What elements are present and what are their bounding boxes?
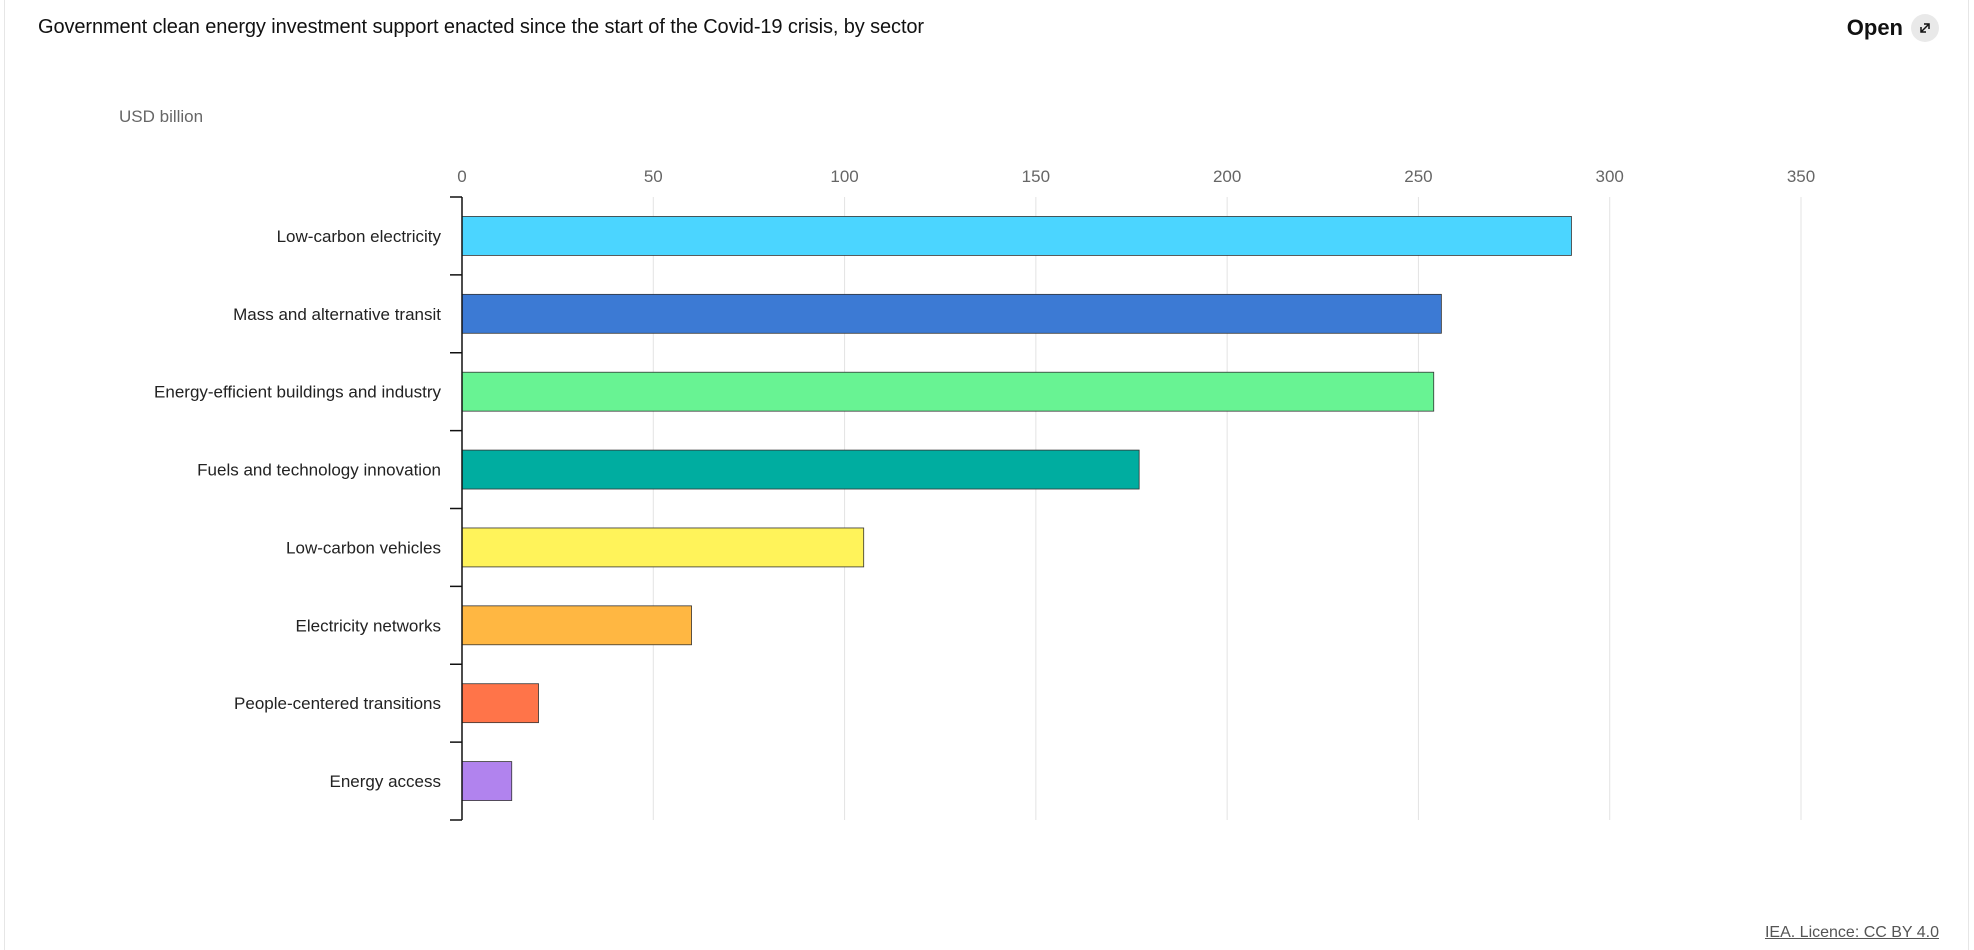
licence-link[interactable]: IEA. Licence: CC BY 4.0 xyxy=(1764,924,1939,941)
x-tick-label: 350 xyxy=(1787,167,1815,186)
x-tick-label: 100 xyxy=(830,167,858,186)
unit-label: USD billion xyxy=(119,107,203,126)
category-label: Fuels and technology innovation xyxy=(197,461,441,480)
chart-title: Government clean energy investment suppo… xyxy=(38,16,924,38)
x-tick-label: 50 xyxy=(644,167,663,186)
category-label: Energy-efficient buildings and industry xyxy=(154,383,441,402)
bar[interactable] xyxy=(461,605,692,646)
bar[interactable] xyxy=(461,371,1435,412)
x-tick-label: 0 xyxy=(457,167,466,186)
category-label: Electricity networks xyxy=(296,616,441,635)
category-label: People-centered transitions xyxy=(234,694,441,713)
x-tick-label: 300 xyxy=(1596,167,1624,186)
category-label: Low-carbon electricity xyxy=(277,227,442,246)
x-tick-label: 200 xyxy=(1213,167,1241,186)
expand-arrow-icon xyxy=(1911,14,1939,42)
category-label: Low-carbon vehicles xyxy=(286,538,441,557)
open-button[interactable]: Open xyxy=(1847,14,1939,42)
open-button-label: Open xyxy=(1846,15,1903,40)
category-label: Mass and alternative transit xyxy=(233,305,441,324)
x-tick-label: 150 xyxy=(1022,167,1050,186)
bar[interactable] xyxy=(461,293,1442,334)
category-label: Energy access xyxy=(330,772,442,791)
bar[interactable] xyxy=(461,761,513,801)
bar[interactable] xyxy=(461,449,1140,490)
bar[interactable] xyxy=(461,527,865,568)
x-tick-label: 250 xyxy=(1404,167,1432,186)
bar[interactable] xyxy=(461,216,1572,256)
bar[interactable] xyxy=(461,683,539,724)
